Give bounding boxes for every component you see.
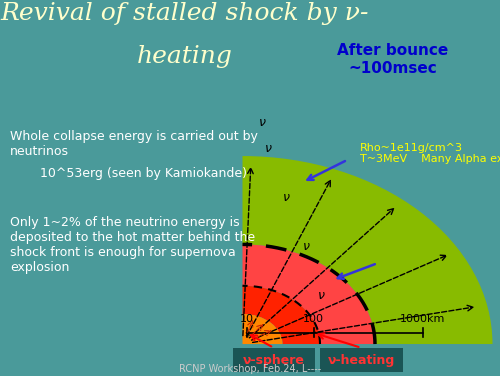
Text: 1000km: 1000km [400,314,445,324]
Text: Whole collapse energy is carried out by
neutrinos: Whole collapse energy is carried out by … [10,130,258,158]
Wedge shape [242,314,282,344]
Text: RCNP Workshop, Feb.24, L----: RCNP Workshop, Feb.24, L---- [179,364,321,374]
Text: Rho~1e11g/cm^3
T~3MeV    Many Alpha exists: Rho~1e11g/cm^3 T~3MeV Many Alpha exists [360,143,500,164]
Text: 10^53erg (seen by Kamiokande): 10^53erg (seen by Kamiokande) [40,167,247,180]
Text: Revival of stalled shock by ν-: Revival of stalled shock by ν- [1,2,369,25]
Text: ✶: ✶ [244,330,252,340]
Text: 10: 10 [240,314,254,324]
Text: ν: ν [265,142,272,155]
Wedge shape [242,244,375,344]
Text: ν: ν [302,240,310,253]
Text: heating: heating [137,45,233,68]
Wedge shape [242,156,492,344]
Text: 100: 100 [303,314,324,324]
Text: ν: ν [318,289,324,302]
Wedge shape [242,286,320,344]
Text: ν: ν [258,116,266,129]
Text: Only 1~2% of the neutrino energy is
deposited to the hot matter behind the
shock: Only 1~2% of the neutrino energy is depo… [10,216,255,274]
Text: ν: ν [282,191,290,204]
Text: ν-sphere: ν-sphere [243,353,304,367]
FancyBboxPatch shape [232,348,315,372]
FancyBboxPatch shape [320,348,402,372]
Text: ν-heating: ν-heating [328,353,395,367]
Text: After bounce
~100msec: After bounce ~100msec [337,43,448,76]
